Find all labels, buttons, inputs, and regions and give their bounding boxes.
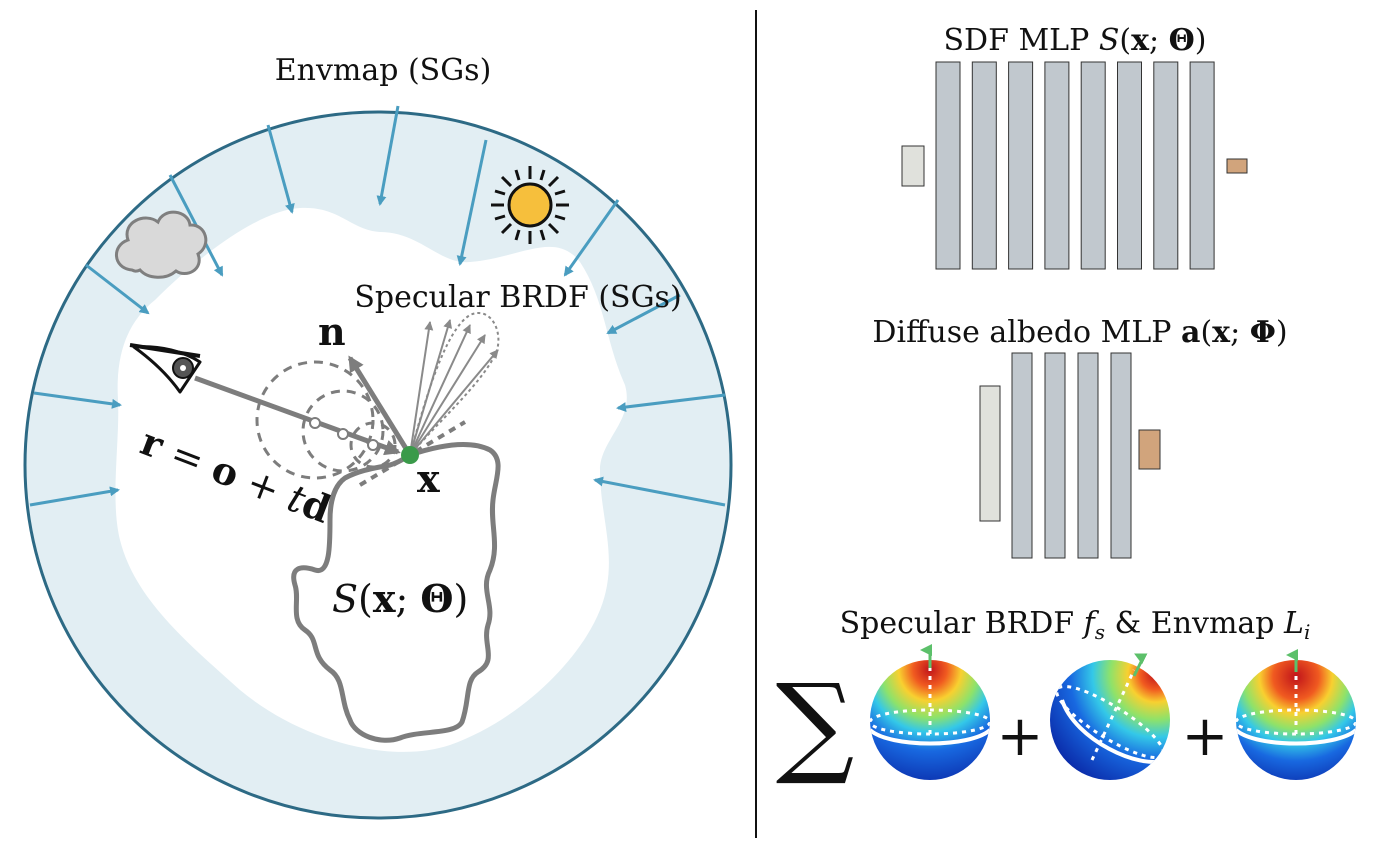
surface-point [401, 446, 419, 464]
envmap-arrow [376, 105, 400, 206]
envmap-arrow [33, 391, 122, 409]
normal-label: n [318, 309, 346, 354]
albedo-hidden-layers [1011, 352, 1132, 559]
specular-brdf-label: Specular BRDF (SGs) [354, 280, 681, 315]
sdf-hidden-layer [1117, 61, 1142, 270]
sg-sum-title: Specular BRDF fs & Envmap Li [840, 606, 1311, 644]
camera-ray [194, 360, 401, 480]
sdf-hidden-layer [1189, 61, 1215, 270]
sun-icon [491, 166, 569, 244]
envmap-label: Envmap (SGs) [275, 53, 492, 88]
sg-sphere-2 [1050, 653, 1170, 780]
albedo-hidden-layer [1044, 352, 1066, 559]
albedo-hidden-layer [1110, 352, 1132, 559]
sdf-hidden-layer [1080, 61, 1106, 270]
plus-sign-1: + [997, 704, 1044, 769]
specular-lobe [409, 312, 500, 456]
sg-sphere-3 [1236, 649, 1356, 780]
surface-sdf-label: S(x; Θ) [332, 576, 468, 621]
envmap-arrow [266, 124, 295, 214]
envmap-arrow [593, 476, 726, 507]
sdf-hidden-layer [1044, 61, 1070, 270]
sdf-output-layer [1226, 158, 1248, 174]
sdf-input-layer [901, 145, 925, 187]
albedo-input-layer [979, 385, 1001, 522]
envmap-arrow [616, 393, 726, 412]
sdf-hidden-layer [971, 61, 997, 270]
object-surface [291, 442, 501, 743]
cloud-icon [115, 210, 208, 279]
envmap-arrow [563, 199, 620, 277]
normal-arrow [347, 355, 413, 457]
envmap-arrow [606, 293, 681, 335]
sdf-mlp: SDF MLP S(x; Θ) [901, 23, 1248, 270]
albedo-mlp: Diffuse albedo MLP a(x; Φ) [872, 315, 1288, 559]
envmap-scene: Envmap (SGs) [23, 53, 733, 820]
envmap-arrow [85, 263, 150, 315]
eye-icon [129, 343, 202, 394]
albedo-output-layer [1138, 429, 1161, 470]
sdf-hidden-layer [935, 61, 961, 270]
envmap-arrow [29, 486, 120, 507]
albedo-mlp-title: Diffuse albedo MLP a(x; Φ) [872, 315, 1287, 350]
sdf-mlp-title: SDF MLP S(x; Θ) [943, 23, 1206, 58]
point-label: x [417, 456, 440, 501]
sg-sphere-1 [870, 644, 990, 780]
sdf-hidden-layer [1153, 61, 1179, 270]
albedo-hidden-layer [1077, 352, 1099, 559]
albedo-hidden-layer [1011, 352, 1033, 559]
summation-symbol: ∑ [776, 660, 855, 788]
envmap-arrow [456, 139, 488, 266]
sdf-hidden-layers [935, 61, 1215, 270]
sg-sum: Specular BRDF fs & Envmap Li ∑ + + [776, 606, 1356, 788]
sdf-hidden-layer [1008, 61, 1034, 270]
plus-sign-2: + [1182, 704, 1229, 769]
